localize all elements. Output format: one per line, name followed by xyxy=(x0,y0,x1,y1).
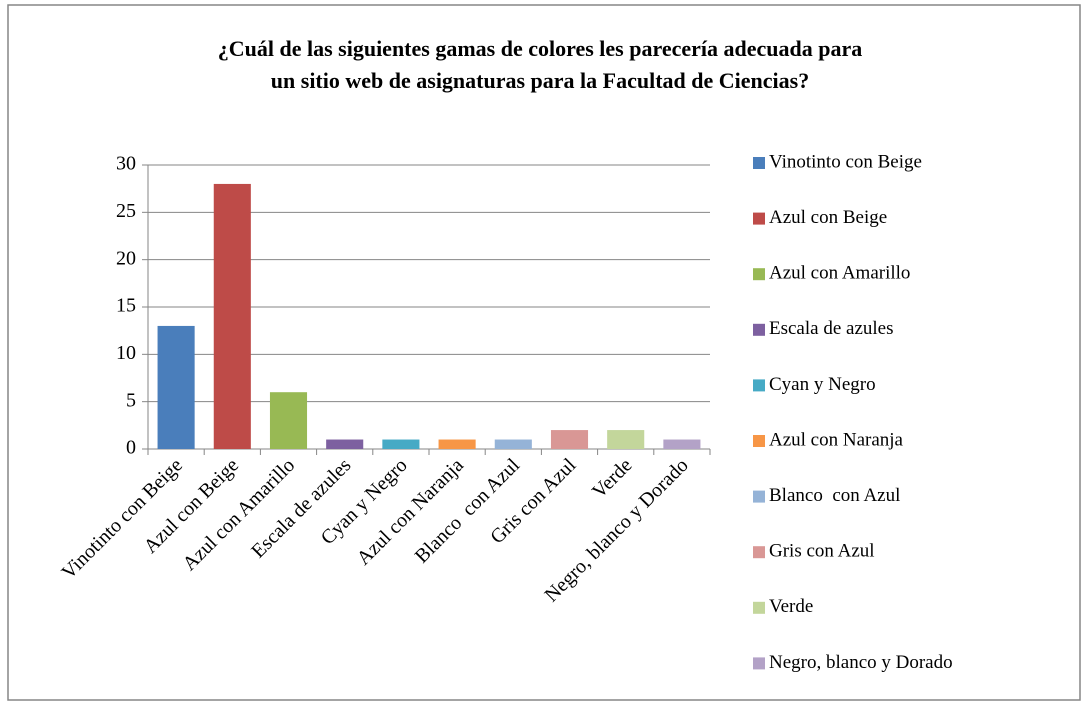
legend-swatch xyxy=(753,379,765,392)
legend-label: Cyan y Negro xyxy=(769,374,876,395)
y-tick-label: 10 xyxy=(116,342,136,364)
bar xyxy=(438,439,476,449)
y-tick-label: 0 xyxy=(126,437,136,459)
chart-title: ¿Cuál de las siguientes gamas de colores… xyxy=(218,36,863,61)
legend-swatch xyxy=(753,157,765,169)
y-tick-label: 15 xyxy=(116,295,136,317)
legend-swatch xyxy=(753,212,765,225)
legend-label: Azul con Amarillo xyxy=(769,263,910,284)
legend-swatch xyxy=(753,268,765,281)
bar xyxy=(382,439,420,449)
legend-swatch xyxy=(753,657,765,670)
bar xyxy=(550,430,589,449)
legend-label: Azul con Beige xyxy=(769,207,887,228)
legend-swatch xyxy=(753,323,765,336)
legend-label: Vinotinto con Beige xyxy=(769,151,922,172)
legend-label: Azul con Naranja xyxy=(769,429,904,450)
bar xyxy=(663,439,701,449)
bar xyxy=(326,439,364,449)
bar xyxy=(157,325,195,449)
legend-label: Escala de azules xyxy=(769,318,893,339)
bar xyxy=(607,430,645,449)
y-tick-label: 30 xyxy=(116,153,136,175)
legend-label: Verde xyxy=(769,596,813,617)
y-tick-label: 25 xyxy=(116,200,136,222)
legend-label: Blanco con Azul xyxy=(769,485,900,506)
chart-title: un sitio web de asignaturas para la Facu… xyxy=(271,68,809,93)
bar xyxy=(213,183,251,449)
legend-swatch xyxy=(753,435,765,447)
y-tick-label: 5 xyxy=(126,389,136,411)
bar xyxy=(494,439,532,449)
y-tick-label: 20 xyxy=(116,247,136,269)
legend-swatch xyxy=(753,546,765,559)
legend-label: Gris con Azul xyxy=(769,541,875,562)
bar xyxy=(269,392,308,449)
legend-label: Negro, blanco y Dorado xyxy=(769,652,953,673)
legend-swatch xyxy=(753,601,765,614)
legend-swatch xyxy=(753,490,765,503)
